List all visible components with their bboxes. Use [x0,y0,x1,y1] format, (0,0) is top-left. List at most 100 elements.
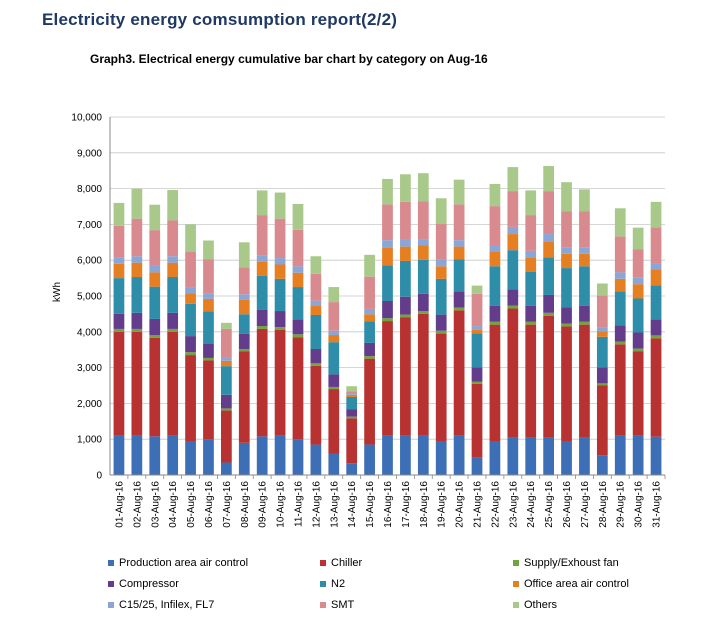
bar-segment [203,439,214,475]
bar-segment [489,321,501,325]
bar-segment [507,167,519,192]
x-tick-label: 05-Aug-16 [186,481,197,528]
y-tick-label: 1,000 [77,435,102,446]
bar-segment [364,308,375,315]
bar-segment [525,437,537,475]
bar-segment [400,174,411,202]
bar-segment [489,183,501,207]
bar-segment [561,182,572,212]
bar-segment [596,455,608,475]
bar-segment [453,259,465,292]
bar-segment [453,246,465,260]
legend-swatch [320,602,326,608]
bar-segment [543,315,554,438]
bar-segment [453,240,465,247]
bar-segment [221,322,232,329]
bar-segment [650,201,662,228]
bar-segment [203,240,214,260]
bar-segment [238,242,250,268]
x-tick-label: 09-Aug-16 [258,481,269,528]
bar-segment [185,293,196,304]
bar-segment [382,204,393,241]
y-tick-label: 5,000 [77,292,102,303]
bar-segment [543,166,554,192]
bar-segment [131,331,143,436]
x-tick-label: 19-Aug-16 [437,481,448,528]
bar-segment [185,251,196,288]
bar-segment [614,272,626,279]
x-tick-label: 17-Aug-16 [401,481,412,528]
bar-segment [131,256,143,263]
bar-segment [221,357,232,361]
bar-segment [131,277,143,313]
bar-segment [328,374,340,387]
legend-swatch [320,560,326,566]
bar-segment [310,273,322,301]
y-tick-label: 7,000 [77,220,102,231]
bar-segment [167,277,179,313]
bar-segment [113,313,125,329]
bar-segment [256,261,268,276]
bar-segment [632,332,644,349]
bar-segment [650,338,662,437]
legend-swatch [108,602,114,608]
bar-segment [453,291,465,308]
bar-segment [632,227,644,250]
legend-item: Chiller [320,557,362,569]
bar-segment [292,229,304,267]
legend-item: Supply/Exhoust fan [513,557,619,569]
chart-legend: Production area air control Chiller Supply… [108,557,708,621]
bar-segment [256,326,268,329]
x-tick-label: 31-Aug-16 [652,481,663,528]
bar-segment [185,287,196,294]
bar-segment [489,305,501,322]
bar-segment [131,218,143,257]
y-tick-label: 0 [96,471,102,482]
bar-segment [417,313,429,436]
bar-segment [507,305,519,309]
bar-segment [543,234,554,242]
bar-segment [435,224,447,260]
bar-segment [382,240,393,248]
bar-segment [185,336,196,353]
x-tick-label: 25-Aug-16 [544,481,555,528]
bar-segment [185,352,196,356]
bar-segment [417,173,429,202]
bar-segment [346,416,358,419]
x-tick-label: 16-Aug-16 [383,481,394,528]
bar-segment [149,230,161,266]
y-tick-label: 8,000 [77,184,102,195]
bar-segment [650,269,662,286]
legend-label: Production area air control [119,557,249,569]
bar-segment [346,418,358,464]
bar-segment [400,435,411,475]
bar-segment [113,331,125,436]
bar-segment [346,409,358,417]
legend-item: Others [513,599,557,611]
bar-segment [596,367,608,384]
bar-segment [614,278,626,292]
bar-segment [435,440,447,475]
bar-segment [382,265,393,302]
bar-segment [471,457,483,475]
bar-segment [579,305,590,322]
bar-segment [328,342,340,375]
bar-segment [400,239,411,247]
bar-segment [525,324,537,438]
legend-label: Supply/Exhoust fan [524,557,619,569]
bar-segment [596,385,608,456]
bar-segment [328,386,340,390]
bar-segment [167,256,179,263]
bar-segment [203,360,214,440]
x-tick-label: 01-Aug-16 [114,481,125,528]
bar-segment [596,331,608,337]
bar-segment [614,435,626,475]
bar-segment [614,291,626,326]
bar-segment [167,435,179,475]
bar-segment [185,355,196,441]
bar-segment [310,306,322,315]
bar-segment [274,278,286,312]
x-tick-label: 30-Aug-16 [634,481,645,528]
bar-segment [650,436,662,475]
bar-segment [256,190,268,216]
